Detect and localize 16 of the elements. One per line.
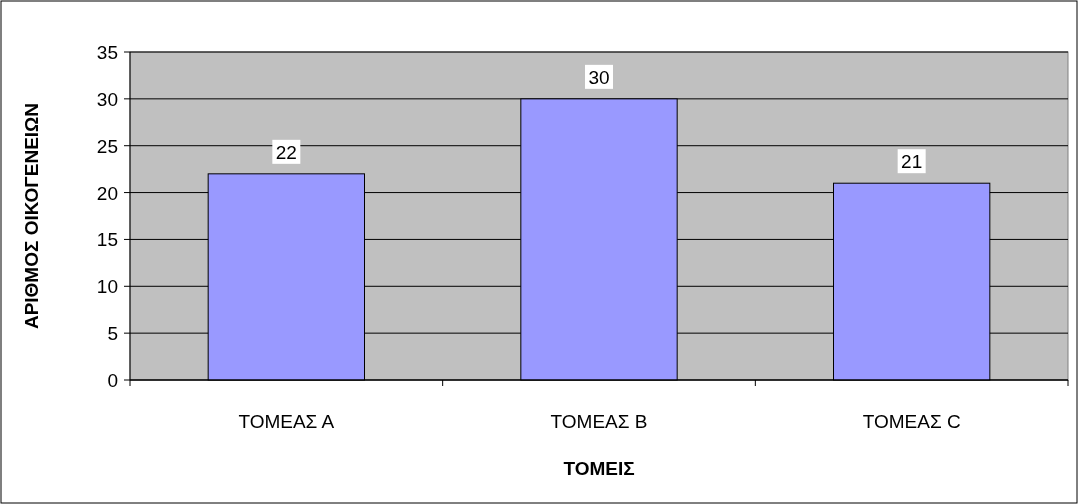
x-axis-title: ΤΟΜΕΙΣ <box>563 458 635 479</box>
y-tick-label: 25 <box>96 135 118 157</box>
y-tick-label: 15 <box>96 229 118 251</box>
y-tick-label: 30 <box>96 88 118 110</box>
x-tick-label: ΤΟΜΕΑΣ Β <box>550 411 648 432</box>
y-tick-label: 20 <box>96 182 118 204</box>
data-label: 21 <box>901 151 923 173</box>
y-tick-label: 5 <box>107 323 118 345</box>
y-tick-label: 35 <box>96 42 118 63</box>
y-tick-label: 10 <box>96 276 118 298</box>
data-label: 30 <box>588 66 610 88</box>
x-tick-label: ΤΟΜΕΑΣ C <box>862 411 961 432</box>
data-label: 22 <box>275 141 297 163</box>
y-axis-title: ΑΡΙΘΜΟΣ ΟΙΚΟΓΕΝΕΙΩΝ <box>21 102 42 330</box>
x-tick-label: ΤΟΜΕΑΣ Α <box>238 411 335 432</box>
y-tick-label: 0 <box>107 370 118 391</box>
